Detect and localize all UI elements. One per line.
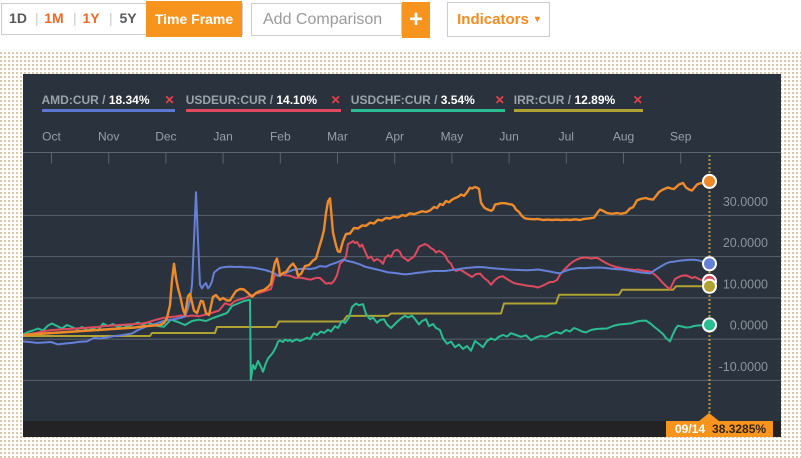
svg-text:Feb: Feb (270, 130, 291, 144)
svg-text:Jan: Jan (213, 130, 232, 144)
svg-text:10.0000: 10.0000 (723, 277, 768, 291)
svg-text:Apr: Apr (385, 130, 404, 144)
svg-text:Dec: Dec (155, 130, 176, 144)
svg-text:0.0000: 0.0000 (730, 319, 768, 333)
svg-text:May: May (441, 130, 464, 144)
svg-text:Mar: Mar (327, 130, 348, 144)
svg-text:20.0000: 20.0000 (723, 236, 768, 250)
svg-text:30.0000: 30.0000 (723, 195, 768, 209)
svg-text:Oct: Oct (42, 130, 61, 144)
svg-text:Nov: Nov (98, 130, 119, 144)
svg-text:Jun: Jun (499, 130, 518, 144)
svg-text:Jul: Jul (559, 130, 574, 144)
svg-text:Aug: Aug (613, 130, 634, 144)
svg-text:-10.0000: -10.0000 (719, 360, 768, 374)
svg-text:Sep: Sep (670, 130, 692, 144)
